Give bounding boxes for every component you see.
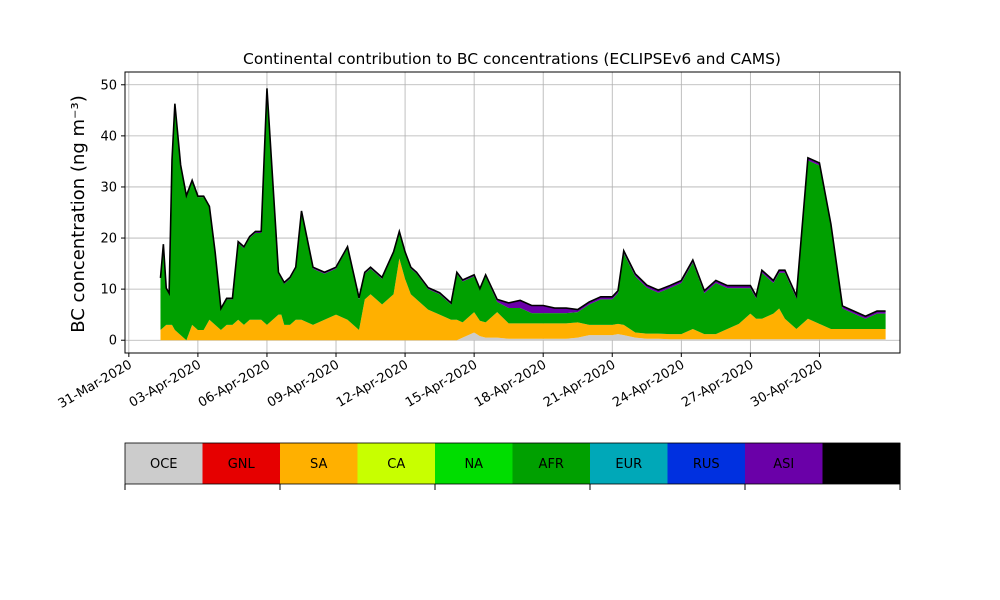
x-tick-label: 21-Apr-2020: [541, 357, 618, 410]
legend-label-eur: EUR: [615, 457, 642, 472]
legend-swatch-gnl: [202, 443, 281, 484]
y-tick-label: 0: [109, 334, 117, 349]
x-tick-label: 31-Mar-2020: [56, 357, 135, 411]
x-tick-label: 06-Apr-2020: [196, 357, 273, 410]
chart-title: Continental contribution to BC concentra…: [243, 50, 781, 68]
x-tick-label: 12-Apr-2020: [334, 357, 411, 410]
legend-swatch-sa: [280, 443, 358, 484]
legend-swatch-afr: [512, 443, 591, 484]
y-tick-label: 10: [100, 283, 117, 298]
total-outline-line: [159, 88, 886, 318]
legend-label-afr: AFR: [539, 457, 564, 472]
area-series-afr: [160, 89, 886, 341]
x-tick-label: 30-Apr-2020: [748, 357, 825, 410]
legend-label-asi: ASI: [773, 457, 794, 472]
legend-swatch-aus: [822, 443, 901, 484]
stacked-area-series: [159, 88, 886, 341]
legend-label-oce: OCE: [150, 457, 178, 472]
legend-swatch-eur: [590, 443, 668, 484]
legend-label-aus: AUS: [848, 457, 875, 472]
legend-label-na: NA: [464, 457, 483, 472]
legend-label-gnl: GNL: [228, 457, 256, 472]
x-tick-label: 18-Apr-2020: [472, 357, 549, 410]
legend-frame: [124, 442, 901, 485]
x-tick-label: 27-Apr-2020: [679, 357, 756, 410]
legend-label-sa: SA: [310, 457, 327, 472]
legend-swatch-rus: [667, 443, 746, 484]
legend-swatch-ca: [357, 443, 436, 484]
legend-swatch-oce: [125, 443, 203, 484]
legend-swatch-asi: [745, 443, 823, 484]
legend-label-rus: RUS: [693, 457, 720, 472]
x-tick-label: 15-Apr-2020: [403, 357, 480, 410]
x-tick-label: 03-Apr-2020: [127, 357, 204, 410]
x-tick-label: 09-Apr-2020: [265, 357, 342, 410]
colorbar-legend: OCE GNL SA CA NA AFR EUR RUS ASI AUS: [124, 442, 901, 490]
area-series-oce: [160, 332, 886, 341]
y-axis-label: BC concentration (ng m⁻³): [68, 95, 89, 333]
y-tick-label: 40: [100, 129, 117, 144]
y-tick-label: 50: [100, 78, 117, 93]
x-tick-label: 24-Apr-2020: [610, 357, 687, 410]
area-series-sa: [160, 258, 886, 341]
legend-label-ca: CA: [387, 457, 405, 472]
y-tick-label: 30: [100, 180, 117, 195]
plot-frame: [124, 71, 901, 354]
y-tick-label: 20: [100, 232, 117, 247]
legend-swatch-na: [435, 443, 513, 484]
